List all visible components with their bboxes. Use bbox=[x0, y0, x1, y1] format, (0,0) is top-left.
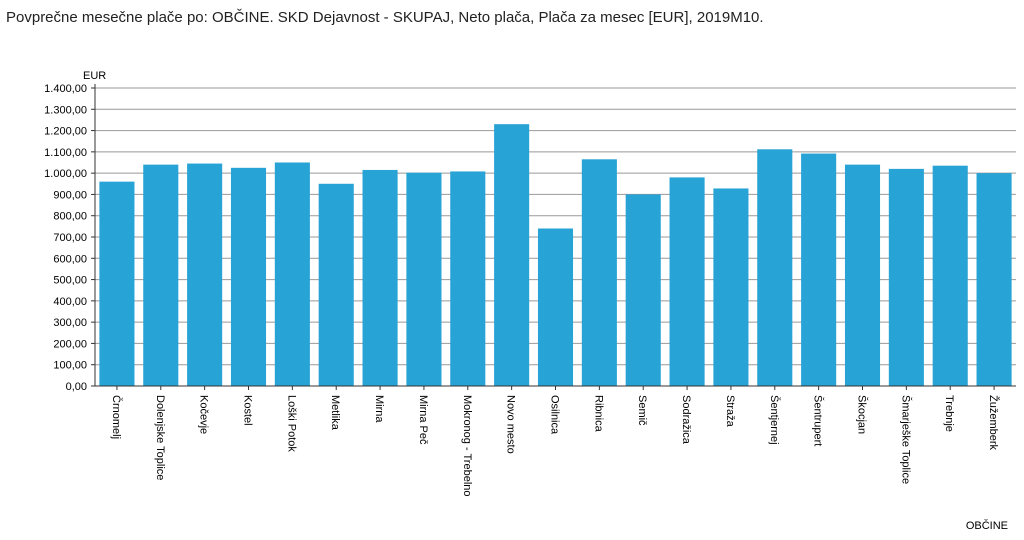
y-tick-label: 900,00 bbox=[53, 189, 87, 201]
bar bbox=[187, 163, 223, 386]
x-tick-label: Straža bbox=[724, 395, 736, 428]
y-tick-label: 0,00 bbox=[66, 381, 87, 393]
x-tick-label: Kostel bbox=[242, 395, 254, 426]
y-tick-label: 400,00 bbox=[53, 296, 87, 308]
x-tick-label: Žužemberk bbox=[987, 395, 1000, 451]
x-tick-label: Škocjan bbox=[856, 395, 869, 434]
bar bbox=[669, 177, 705, 386]
x-tick-label: Mokronog - Trebelno bbox=[461, 395, 473, 497]
bars bbox=[99, 124, 1012, 386]
bar bbox=[99, 181, 135, 386]
y-tick-label: 1.100,00 bbox=[44, 147, 87, 159]
bar bbox=[494, 124, 530, 386]
x-tick-label: Šentjernej bbox=[768, 395, 781, 445]
x-tick-label: Osilnica bbox=[549, 395, 561, 435]
bar bbox=[274, 162, 310, 386]
x-tick-label: Šmarješke Toplice bbox=[899, 395, 912, 484]
y-axis-title: EUR bbox=[83, 70, 106, 82]
bar bbox=[581, 159, 617, 386]
bar bbox=[625, 194, 661, 386]
x-axis-title: OBČINE bbox=[965, 520, 1008, 532]
y-tick-label: 300,00 bbox=[53, 317, 87, 329]
x-tick-label: Ribnica bbox=[592, 395, 604, 433]
y-tick-label: 700,00 bbox=[53, 232, 87, 244]
bar bbox=[318, 183, 354, 386]
chart-title: Povprečne mesečne plače po: OBČINE. SKD … bbox=[6, 9, 764, 26]
y-tick-label: 1.200,00 bbox=[44, 126, 87, 138]
x-tick-label: Dolenjske Toplice bbox=[154, 395, 166, 480]
y-axis-ticks: 0,00 100,00 200,00 300,00 400,00 500,00 600,00… bbox=[44, 83, 95, 393]
x-tick-label: Sodražica bbox=[680, 395, 692, 445]
x-tick-label: Novo mesto bbox=[505, 395, 517, 454]
bar bbox=[844, 164, 881, 386]
x-tick-label: Kočevje bbox=[198, 395, 210, 434]
y-tick-label: 100,00 bbox=[53, 360, 87, 372]
bar bbox=[450, 171, 486, 386]
bar bbox=[888, 168, 924, 386]
x-tick-label: Mirna bbox=[373, 395, 385, 423]
x-tick-label: Mirna Peč bbox=[417, 395, 429, 445]
x-axis-ticks: Črnomelj Dolenjske Toplice Kočevje Kostel Lo… bbox=[110, 386, 1000, 497]
x-tick-label: Loški Potok bbox=[285, 395, 297, 452]
y-tick-label: 600,00 bbox=[53, 253, 87, 265]
bar bbox=[932, 165, 968, 386]
bar bbox=[713, 188, 749, 386]
bar bbox=[757, 149, 793, 386]
bar bbox=[362, 169, 398, 386]
y-tick-label: 500,00 bbox=[53, 275, 87, 287]
bar bbox=[143, 164, 179, 386]
x-tick-label: Semič bbox=[636, 395, 648, 426]
x-tick-label: Črnomelj bbox=[110, 395, 123, 439]
y-tick-label: 800,00 bbox=[53, 211, 87, 223]
bar bbox=[537, 228, 574, 386]
y-tick-label: 200,00 bbox=[53, 338, 87, 350]
y-tick-label: 1.300,00 bbox=[44, 104, 87, 116]
x-tick-label: Šentrupert bbox=[812, 395, 825, 446]
y-tick-label: 1.000,00 bbox=[44, 168, 87, 180]
bar bbox=[230, 167, 267, 386]
bar bbox=[801, 153, 837, 386]
bar bbox=[406, 172, 442, 386]
x-tick-label: Trebnje bbox=[943, 395, 955, 432]
y-tick-label: 1.400,00 bbox=[44, 83, 87, 95]
x-tick-label: Metlika bbox=[329, 395, 341, 431]
bar bbox=[976, 173, 1012, 386]
